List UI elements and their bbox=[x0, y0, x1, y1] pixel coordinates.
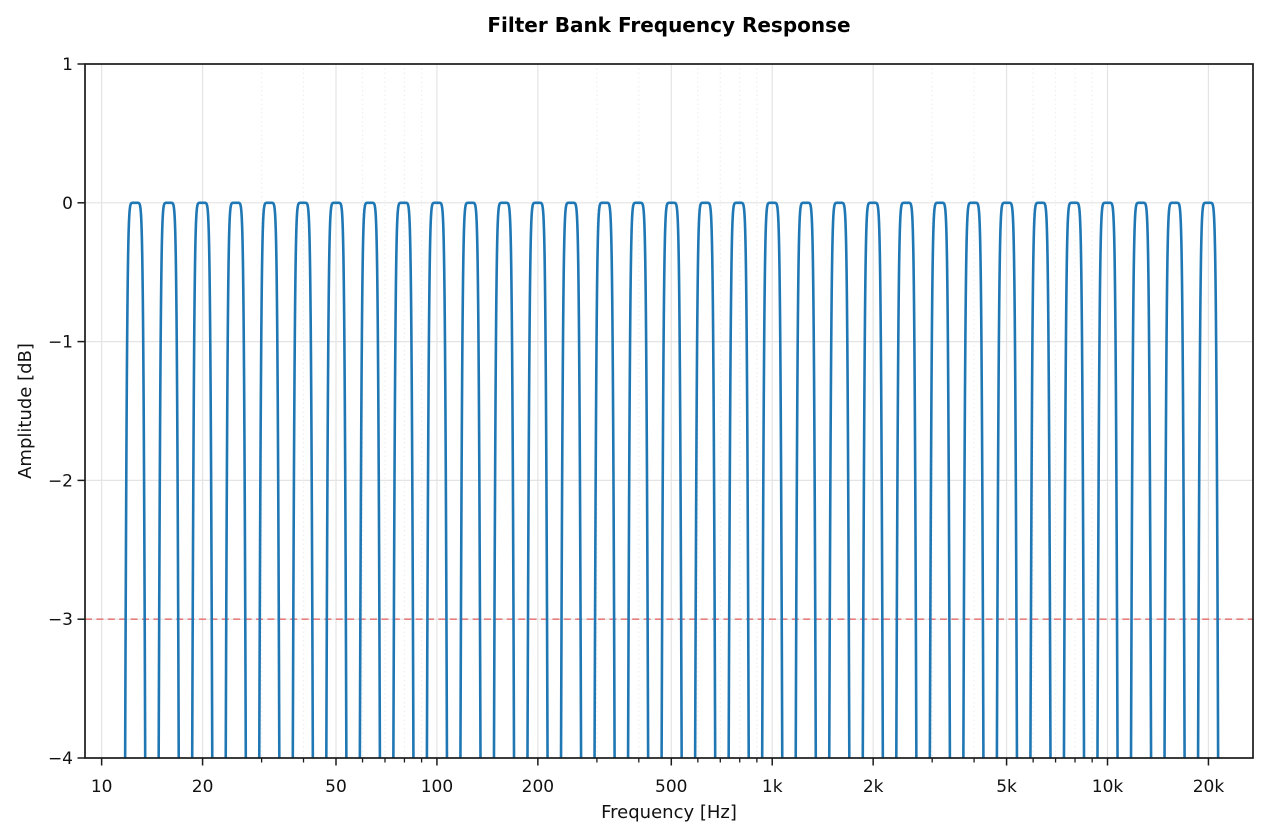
filter-band-curve bbox=[526, 201, 549, 758]
filter-band-curve bbox=[425, 201, 449, 758]
minor-gridlines bbox=[261, 64, 1093, 758]
filter-band-curve bbox=[1196, 201, 1220, 758]
filter-band-curve bbox=[727, 201, 751, 758]
plot-border bbox=[84, 63, 1254, 759]
filter-band-curve bbox=[660, 201, 683, 758]
x-tick-label: 20k bbox=[1193, 777, 1225, 797]
filter-band-curve bbox=[1096, 201, 1119, 758]
x-tick-label: 500 bbox=[655, 777, 687, 797]
filter-band-curve bbox=[794, 201, 818, 758]
filter-band-curve bbox=[895, 201, 918, 758]
filter-band-curve bbox=[1029, 201, 1052, 758]
filter-band-curve bbox=[760, 201, 784, 758]
x-tick-label: 20 bbox=[192, 777, 214, 797]
filter-band-curve bbox=[257, 201, 281, 758]
filter-band-curve bbox=[928, 201, 952, 758]
filter-band-curve bbox=[459, 201, 482, 758]
filter-band-curve bbox=[157, 201, 181, 758]
filter-band-curve bbox=[123, 201, 147, 758]
axis-spines bbox=[84, 63, 1254, 759]
filter-band-curve bbox=[190, 201, 214, 758]
y-tick-label: −4 bbox=[48, 749, 73, 769]
filter-band-curve bbox=[1163, 201, 1186, 758]
filter-band-curve bbox=[626, 201, 650, 758]
x-tick-label: 10 bbox=[91, 777, 113, 797]
filter-band-curve bbox=[358, 201, 382, 758]
filter-band-curve bbox=[291, 201, 315, 758]
filter-band-curve bbox=[962, 201, 985, 758]
filter-band-curve bbox=[559, 201, 583, 758]
y-axis-label: Amplitude [dB] bbox=[15, 343, 36, 479]
filter-band-curve bbox=[827, 201, 851, 758]
filter-band-curve bbox=[224, 201, 248, 758]
filter-band-curve bbox=[392, 201, 415, 758]
x-tick-label: 2k bbox=[863, 777, 884, 797]
x-tick-label: 1k bbox=[762, 777, 783, 797]
filter-band-curve bbox=[861, 201, 885, 758]
filter-band-curve bbox=[593, 201, 616, 758]
y-tick-label: −3 bbox=[48, 610, 73, 630]
axis-ticks bbox=[77, 63, 1210, 766]
y-tick-label: −2 bbox=[48, 471, 73, 491]
x-tick-label: 100 bbox=[421, 777, 453, 797]
filter-band-curve bbox=[492, 201, 516, 758]
x-tick-label: 10k bbox=[1092, 777, 1124, 797]
filter-response-curves bbox=[123, 201, 1220, 758]
x-tick-label: 50 bbox=[325, 777, 347, 797]
filter-band-curve bbox=[693, 201, 717, 758]
filter-band-curve bbox=[1062, 201, 1086, 758]
filter-band-curve bbox=[995, 201, 1019, 758]
y-tick-label: −1 bbox=[48, 333, 73, 353]
filter-band-curve bbox=[325, 201, 348, 758]
y-tick-label: 0 bbox=[62, 194, 73, 214]
filter-band-curve bbox=[1129, 201, 1153, 758]
y-tick-label: 1 bbox=[62, 55, 73, 75]
x-tick-label: 5k bbox=[996, 777, 1017, 797]
chart-title: Filter Bank Frequency Response bbox=[487, 13, 850, 37]
x-tick-label: 200 bbox=[522, 777, 554, 797]
x-axis-label: Frequency [Hz] bbox=[601, 802, 737, 823]
